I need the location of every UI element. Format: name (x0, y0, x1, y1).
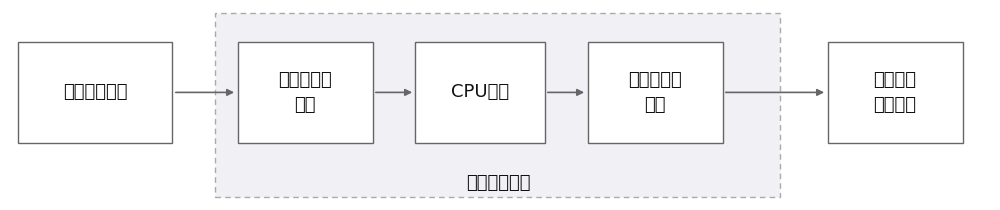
Bar (415, 42, 545, 143)
Text: CPU模块: CPU模块 (451, 83, 509, 101)
Bar (18, 42, 172, 143)
Bar (215, 13, 780, 197)
Text: 氢气浓度
显示单元: 氢气浓度 显示单元 (874, 71, 916, 114)
Text: 信号处理单元: 信号处理单元 (466, 174, 530, 192)
Bar (828, 42, 962, 143)
Text: 模拟量输入
模块: 模拟量输入 模块 (278, 71, 332, 114)
Text: 模拟量输出
模块: 模拟量输出 模块 (628, 71, 682, 114)
Text: 温度采集单元: 温度采集单元 (63, 83, 127, 101)
Bar (238, 42, 372, 143)
Bar (588, 42, 722, 143)
